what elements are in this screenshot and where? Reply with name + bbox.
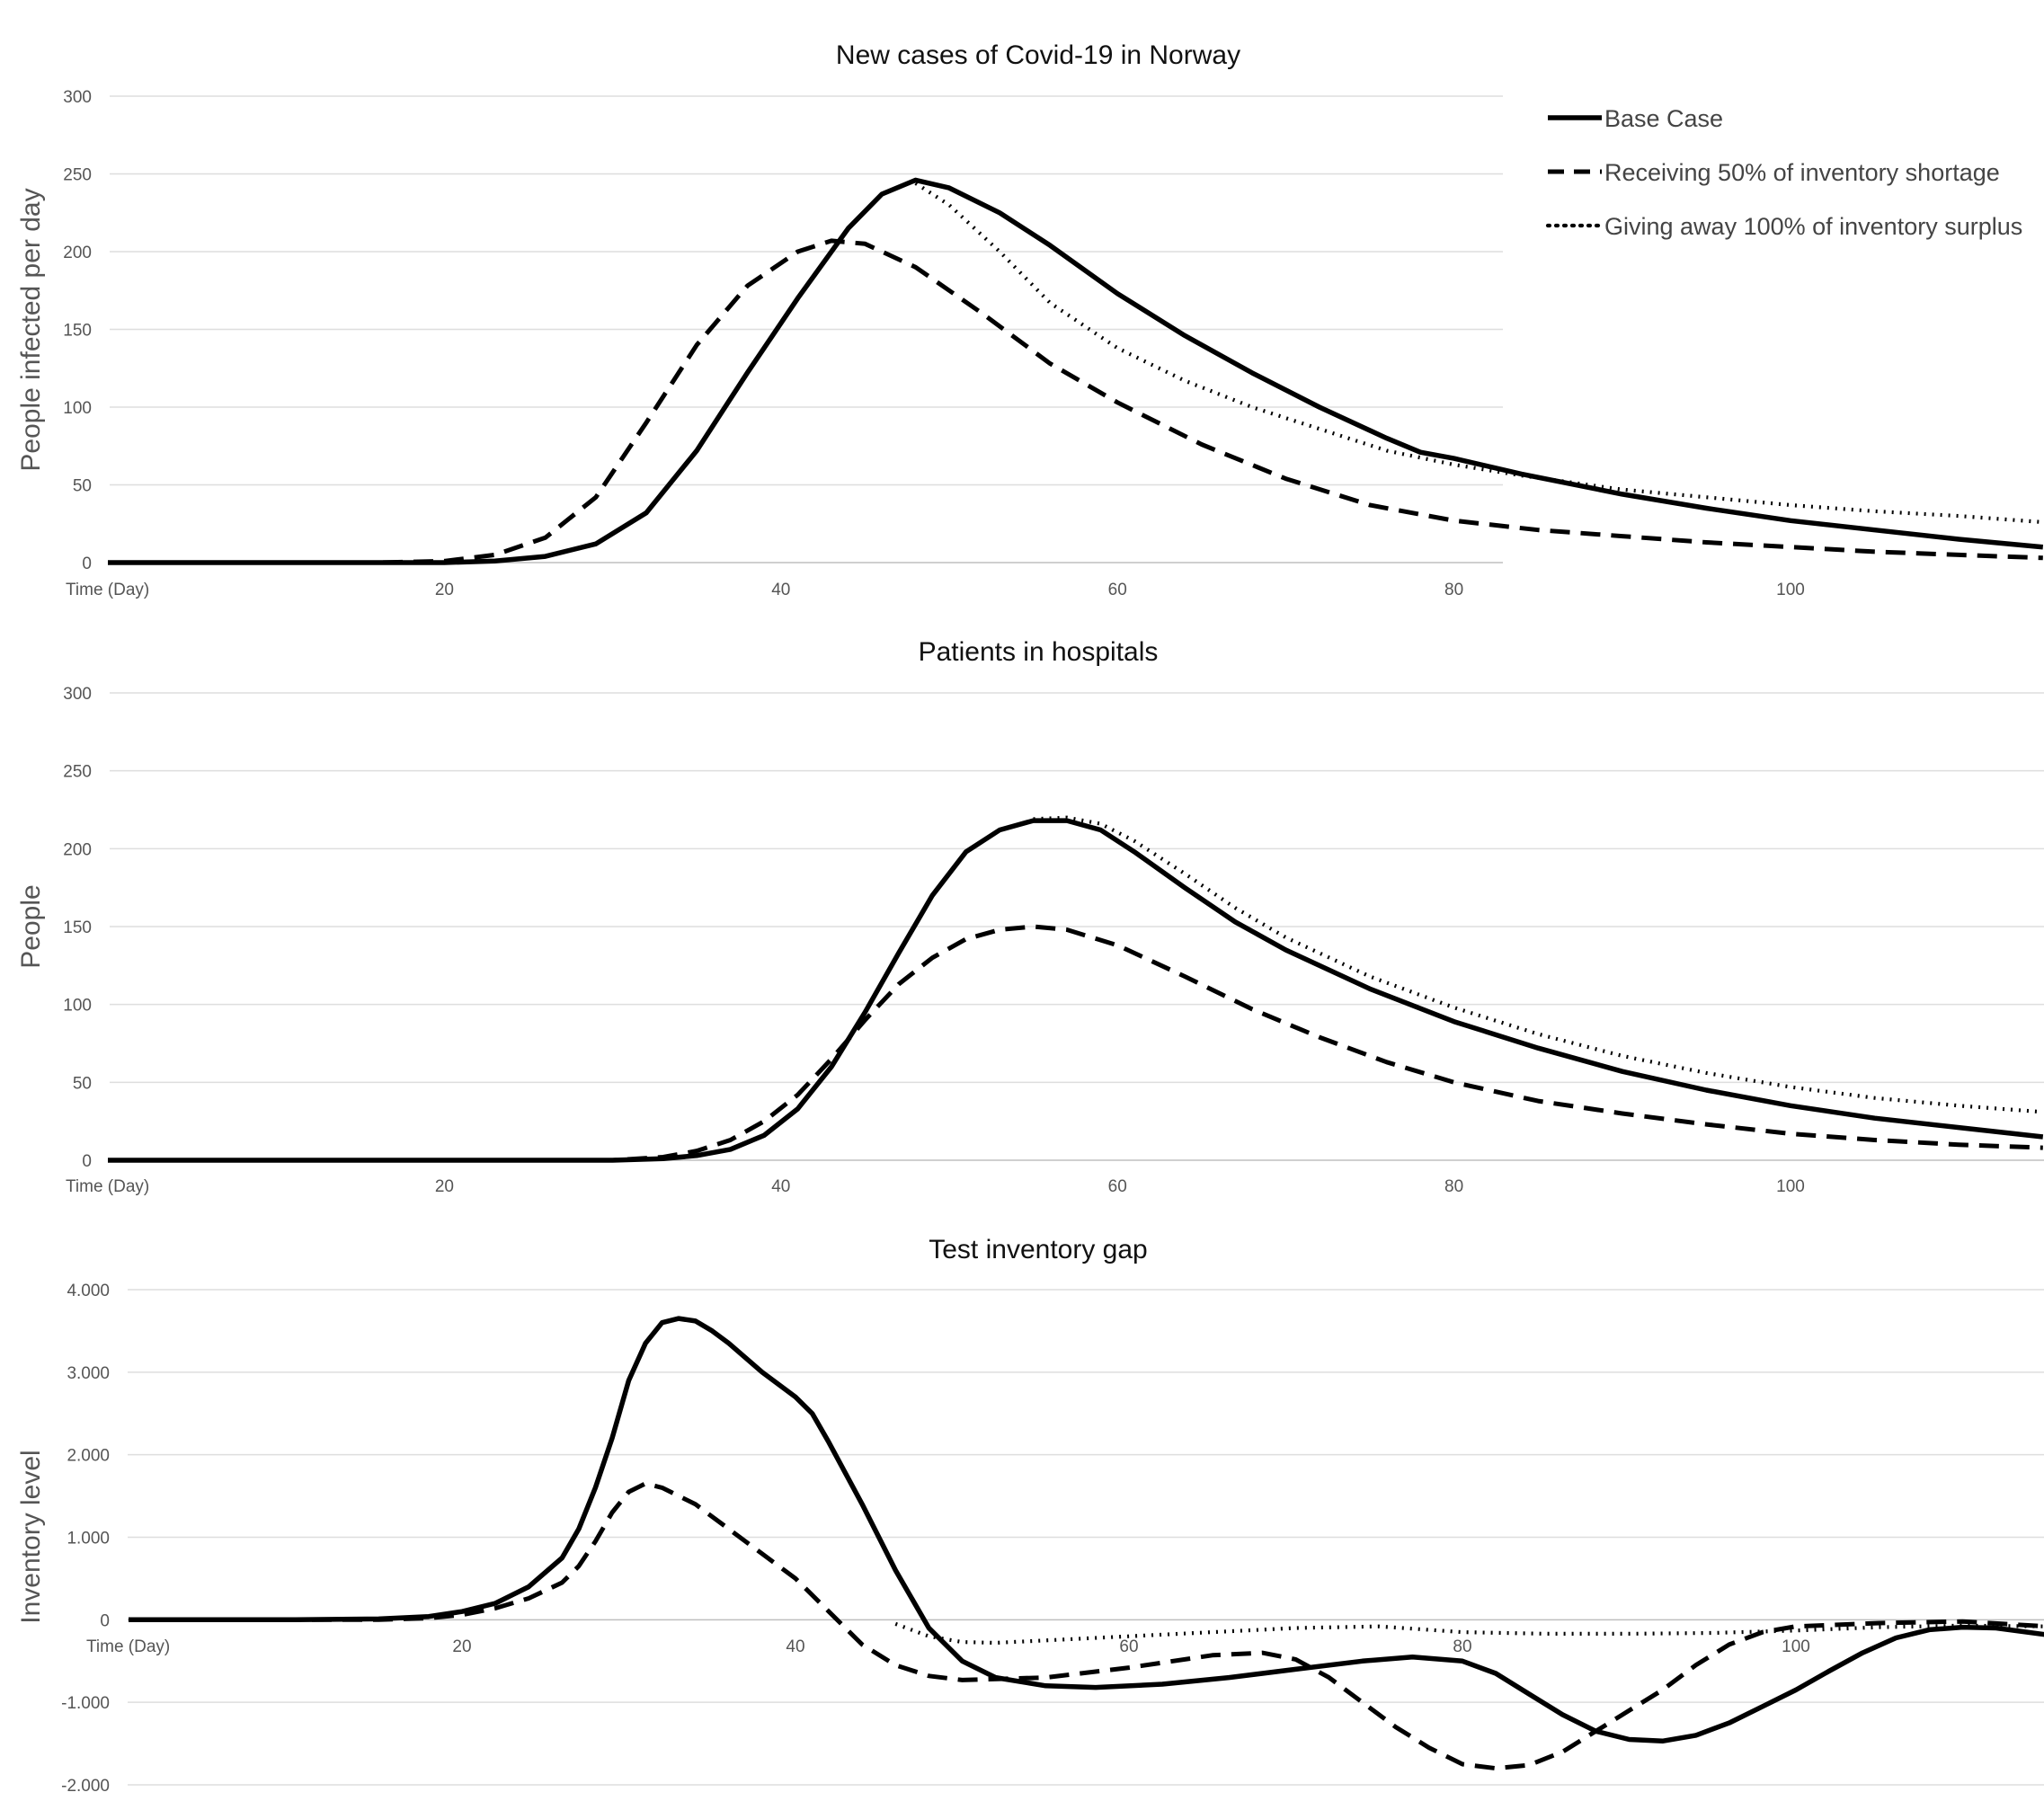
y-axis-title: People [16, 884, 46, 968]
legend: Base Case Receiving 50% of inventory shor… [1545, 105, 2022, 240]
y-axis-title: Inventory level [16, 1450, 46, 1623]
y-tick-label: 200 [63, 244, 92, 262]
legend-item: Receiving 50% of inventory shortage [1548, 159, 2000, 186]
chart-panel-1: 0 50 100 150 200 250 300 20 40 60 80 100 Time (Day) P… [16, 40, 2044, 599]
x-axis-title: Time (Day) [66, 1177, 149, 1196]
series-line-dashed [108, 238, 2043, 565]
y-tick-label: 3.000 [67, 1364, 110, 1383]
series-line-solid [108, 818, 2044, 1163]
series-line-dotted [1033, 815, 2043, 1114]
x-tick-label: 40 [771, 581, 790, 599]
x-tick-label: 20 [452, 1637, 471, 1656]
x-tick-label: 20 [435, 581, 454, 599]
x-tick-label: 100 [1782, 1637, 1810, 1656]
legend-item: Base Case [1548, 105, 1723, 132]
x-tick-label: 40 [771, 1177, 790, 1196]
y-tick-label: 0 [100, 1611, 110, 1630]
y-tick-label: 250 [63, 763, 92, 782]
y-axis-title: People infected per day [16, 188, 46, 471]
y-tick-label: 0 [82, 1152, 92, 1171]
x-tick-label: 80 [1444, 1177, 1463, 1196]
x-tick-label: 60 [1108, 581, 1127, 599]
x-tick-label: 60 [1108, 1177, 1127, 1196]
legend-label: Receiving 50% of inventory shortage [1604, 159, 2000, 186]
series-line-dashed [108, 924, 2043, 1163]
x-axis-title: Time (Day) [86, 1637, 170, 1656]
y-tick-label: 150 [63, 918, 92, 937]
y-tick-label: 100 [63, 399, 92, 418]
x-axis-title: Time (Day) [66, 581, 149, 599]
y-tick-label: 50 [73, 1074, 92, 1093]
y-tick-label: 2.000 [67, 1447, 110, 1466]
y-tick-label: 1.000 [67, 1530, 110, 1548]
series-line-dotted [914, 182, 2043, 525]
chart-title: Patients in hospitals [919, 637, 1159, 667]
y-tick-label: 150 [63, 322, 92, 341]
y-tick-label: -2.000 [61, 1777, 110, 1796]
series-line-dashed [129, 1481, 2044, 1771]
y-tick-label: 100 [63, 997, 92, 1016]
y-tick-label: 0 [82, 555, 92, 573]
legend-label: Base Case [1604, 105, 1723, 132]
chart-title: New cases of Covid-19 in Norway [836, 40, 1240, 70]
x-tick-label: 80 [1444, 581, 1463, 599]
y-tick-label: 4.000 [67, 1282, 110, 1300]
y-tick-label: 50 [73, 477, 92, 496]
series-line-solid [129, 1316, 2044, 1744]
y-tick-label: 200 [63, 840, 92, 859]
chart-panel-2: 0 50 100 150 200 250 300 20 40 60 80 100 Time (Day) P… [16, 637, 2044, 1196]
series-line-dotted [894, 1621, 2044, 1646]
y-tick-label: -1.000 [61, 1694, 110, 1713]
x-tick-label: 100 [1776, 1177, 1805, 1196]
y-tick-label: 300 [63, 88, 92, 107]
x-tick-label: 40 [786, 1637, 804, 1656]
x-tick-label: 60 [1119, 1637, 1138, 1656]
y-tick-label: 250 [63, 166, 92, 185]
legend-label: Giving away 100% of inventory surplus [1604, 213, 2022, 240]
x-tick-label: 100 [1776, 581, 1805, 599]
x-tick-label: 20 [435, 1177, 454, 1196]
series-line-solid [108, 177, 2044, 565]
chart-title: Test inventory gap [929, 1235, 1147, 1264]
y-tick-label: 300 [63, 685, 92, 704]
legend-item: Giving away 100% of inventory surplus [1545, 213, 2022, 240]
x-tick-label: 80 [1453, 1637, 1471, 1656]
chart-panel-3: -2.000 -1.000 0 1.000 2.000 3.000 4.000 20 40 60 8… [16, 1235, 2044, 1796]
